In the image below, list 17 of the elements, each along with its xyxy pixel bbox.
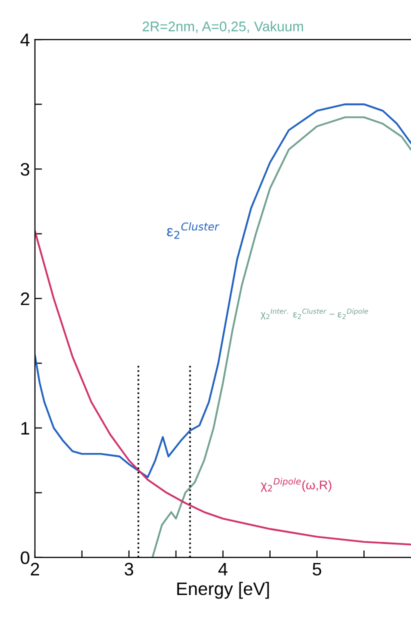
y-tick-label: 3 <box>20 162 30 176</box>
text: χ$_{2}$$^{Inter.}$ ε$_{2}$$^{Cluster}$ − ε$_{2}$$^{Dipole}$ <box>260 308 368 320</box>
chart-title: 2R=2nm, A=0,25, Vakuum <box>142 21 303 33</box>
x-axis-title: Energy [eV] <box>177 582 269 599</box>
y-tick-label: 0 <box>20 551 30 564</box>
y-tick-label: 1 <box>21 422 30 435</box>
x-tick-label: 5 <box>312 562 322 576</box>
x-tick-label: 2 <box>30 562 40 576</box>
x-tick-label: 3 <box>124 562 134 576</box>
y-tick-label: 4 <box>20 34 30 46</box>
line-series <box>34 230 411 546</box>
line-series <box>152 116 411 558</box>
y-tick-label: 2 <box>20 292 30 306</box>
annotation: ε$_{2}$$^{Cluster}$ <box>167 222 220 239</box>
x-tick-label: 4 <box>218 562 228 576</box>
line-series <box>34 103 411 478</box>
annotation: χ$_{2}$$^{Dipole}$(ω,R) <box>260 478 332 492</box>
